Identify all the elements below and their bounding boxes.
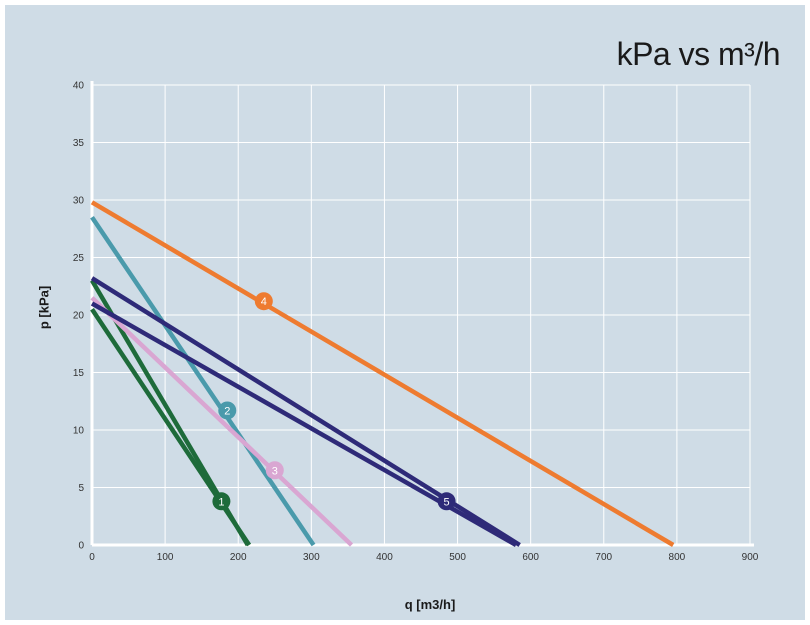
series-markers: 1 2 3 4 5 — [212, 292, 456, 511]
y-tick-label: 10 — [73, 426, 85, 437]
y-tick-label: 35 — [73, 138, 85, 149]
x-tick-label: 300 — [303, 552, 320, 563]
series-5-line — [90, 276, 521, 547]
series-4-marker: 4 — [254, 292, 273, 311]
series-5-marker: 5 — [437, 492, 456, 511]
x-tick-label: 500 — [449, 552, 466, 563]
series-2-line — [90, 215, 316, 547]
series-lines — [90, 200, 675, 547]
y-tick-label: 15 — [73, 368, 85, 379]
y-tick-label: 40 — [73, 81, 85, 92]
x-tick-label: 200 — [230, 552, 247, 563]
series-5-line — [90, 301, 518, 547]
series-3-line — [90, 296, 354, 547]
marker-label: 2 — [224, 405, 230, 417]
marker-label: 1 — [218, 496, 224, 508]
series-3-marker: 3 — [265, 461, 284, 480]
grid — [92, 84, 751, 545]
marker-label: 3 — [272, 465, 278, 477]
marker-circle — [437, 492, 456, 511]
x-tick-label: 400 — [376, 552, 393, 563]
x-tick-label: 100 — [157, 552, 174, 563]
y-tick-label: 20 — [73, 311, 85, 322]
axes — [90, 81, 754, 547]
y-tick-label: 0 — [78, 541, 84, 552]
marker-circle — [218, 401, 237, 420]
marker-label: 5 — [444, 496, 450, 508]
series-4-line — [90, 200, 675, 547]
x-tick-label: 800 — [669, 552, 686, 563]
x-tick-label: 0 — [89, 552, 95, 563]
x-tick-label: 700 — [595, 552, 612, 563]
marker-circle — [212, 492, 231, 511]
y-tick-label: 30 — [73, 196, 85, 207]
series-2-marker: 2 — [218, 401, 237, 420]
marker-label: 4 — [261, 296, 267, 308]
x-axis-label: q [m3/h] — [404, 597, 456, 612]
y-tick-label: 5 — [78, 483, 84, 494]
x-tick-label: 900 — [742, 552, 759, 563]
chart-panel — [5, 5, 805, 620]
marker-circle — [254, 292, 273, 311]
y-tick-label: 25 — [73, 253, 85, 264]
series-1-marker: 1 — [212, 492, 231, 511]
chart-title: kPa vs m³/h — [616, 36, 781, 72]
tick-labels: 0 100 200 300 400 500 600 700 800 900051015202530… — [73, 81, 759, 564]
x-tick-label: 600 — [522, 552, 539, 563]
marker-circle — [265, 461, 284, 480]
